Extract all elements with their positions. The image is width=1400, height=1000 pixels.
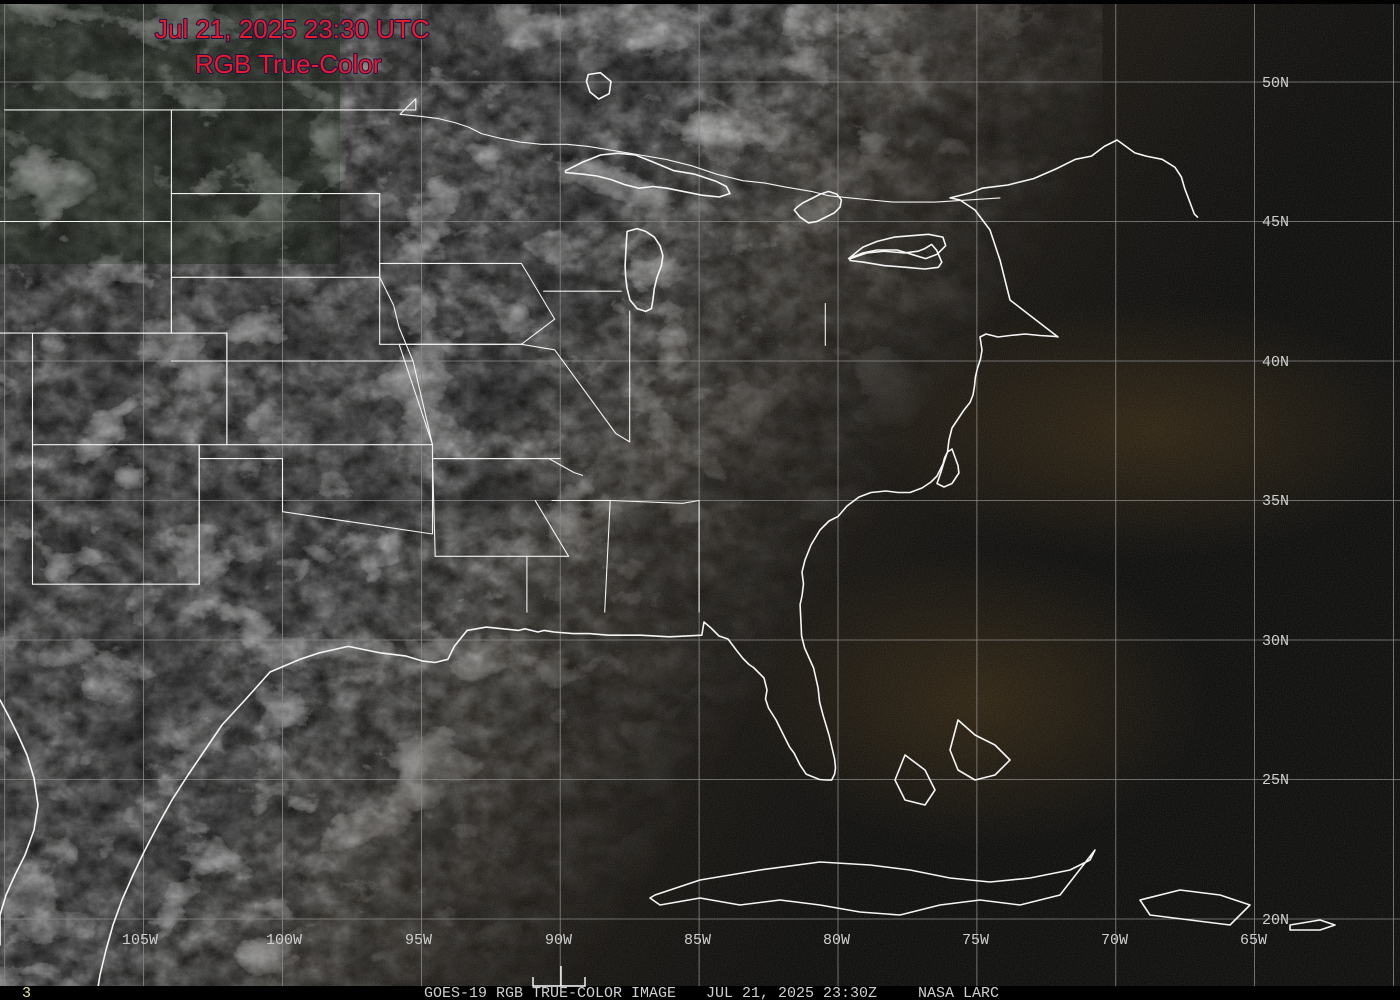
svg-text:NASA LARC: NASA LARC [918,985,999,1000]
svg-text:RGB True-Color: RGB True-Color [195,49,382,79]
svg-text:85W: 85W [684,932,711,949]
svg-text:20N: 20N [1262,912,1289,929]
svg-text:90W: 90W [545,932,572,949]
svg-text:JUL 21, 2025 23:30Z: JUL 21, 2025 23:30Z [706,985,877,1000]
svg-text:Jul 21, 2025 23:30 UTC: Jul 21, 2025 23:30 UTC [155,14,430,44]
svg-text:50N: 50N [1262,75,1289,92]
svg-text:35N: 35N [1262,493,1289,510]
svg-text:25N: 25N [1262,772,1289,789]
svg-text:45N: 45N [1262,214,1289,231]
svg-text:80W: 80W [823,932,850,949]
svg-text:100W: 100W [266,932,302,949]
svg-text:95W: 95W [405,932,432,949]
svg-text:70W: 70W [1101,932,1128,949]
svg-text:75W: 75W [962,932,989,949]
svg-text:65W: 65W [1240,932,1267,949]
svg-text:3: 3 [22,985,31,1000]
svg-text:105W: 105W [122,932,158,949]
svg-text:GOES-19 RGB TRUE-COLOR IMAGE: GOES-19 RGB TRUE-COLOR IMAGE [424,985,676,1000]
svg-text:30N: 30N [1262,633,1289,650]
svg-text:40N: 40N [1262,354,1289,371]
